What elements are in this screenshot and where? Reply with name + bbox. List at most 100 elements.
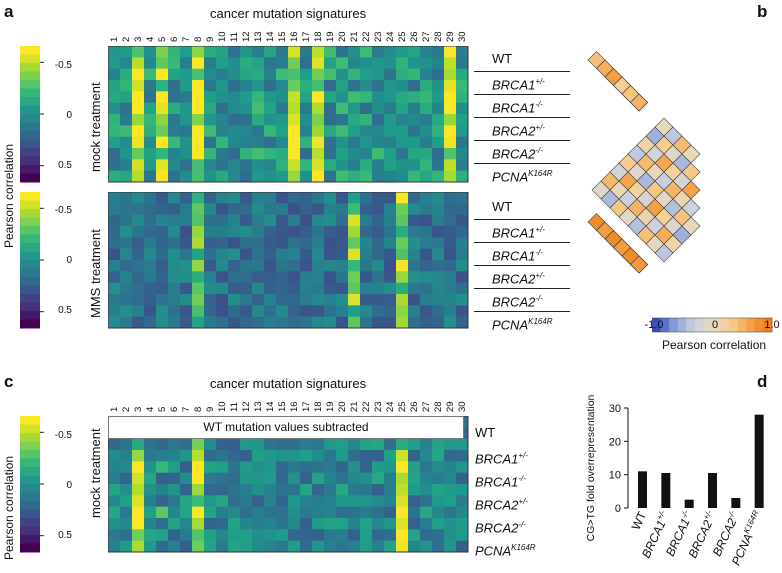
row-separator (474, 163, 570, 164)
heatmap-cell (312, 305, 325, 317)
heatmap-cell (240, 114, 253, 126)
heatmap-cell (276, 282, 289, 295)
heatmap-cell (252, 214, 265, 227)
heatmap-cell (456, 540, 469, 553)
signature-number: 7 (181, 406, 192, 412)
heatmap-cell (324, 192, 337, 204)
heatmap-cell (348, 80, 361, 92)
heatmap-cell (276, 316, 289, 329)
heatmap-cell (204, 450, 217, 462)
heatmap-cell (108, 316, 121, 329)
colorbar-segment (20, 114, 40, 123)
signature-number: 11 (229, 402, 240, 412)
heatmap-cell (144, 450, 157, 462)
heatmap-cell (120, 305, 133, 317)
heatmap-cell (120, 192, 133, 204)
heatmap-cell (264, 114, 277, 126)
heatmap-cell (456, 91, 469, 103)
heatmap-cell (204, 506, 217, 519)
heatmap-cell (132, 136, 145, 149)
heatmap-cell (444, 226, 457, 238)
heatmap-cell (456, 68, 469, 81)
heatmap-cell (180, 294, 193, 306)
heatmap-cell (444, 271, 457, 283)
colorbar-segment (20, 165, 40, 174)
heatmap-cell (360, 472, 373, 485)
heatmap-cell (108, 214, 121, 227)
x-tick-label: WT (629, 509, 650, 532)
heatmap-cell (396, 529, 409, 541)
heatmap-cell (228, 472, 241, 485)
heatmap-cell (192, 438, 205, 451)
heatmap-cell (372, 484, 385, 496)
heatmap-cell (396, 495, 409, 507)
y-tick-label: 30 (609, 403, 621, 415)
heatmap-cell (240, 438, 253, 451)
heatmap-cell (216, 91, 229, 103)
heatmap-cell (156, 282, 169, 295)
heatmap-cell (324, 506, 337, 519)
heatmap-cell (348, 540, 361, 553)
colorbar-segment (20, 226, 40, 235)
row-label: BRCA1+/- (492, 77, 545, 93)
heatmap-cell (336, 214, 349, 227)
signature-number: 19 (325, 31, 336, 42)
heatmap-cell (180, 484, 193, 496)
heatmap-cell (204, 305, 217, 317)
panel-c-letter: c (4, 372, 14, 391)
heatmap-cell (216, 271, 229, 283)
heatmap-cell (384, 102, 397, 115)
heatmap-cell (432, 192, 445, 204)
heatmap-cell (120, 203, 133, 215)
heatmap-cell (216, 305, 229, 317)
heatmap-cell (348, 91, 361, 103)
heatmap-cell (396, 170, 409, 183)
heatmap-cell (204, 248, 217, 261)
heatmap-cell (336, 68, 349, 81)
heatmap-cell (444, 260, 457, 272)
heatmap-cell (192, 159, 205, 171)
heatmap-cell (132, 294, 145, 306)
heatmap-cell (144, 271, 157, 283)
heatmap-cell (144, 102, 157, 115)
heatmap-cell (360, 226, 373, 238)
heatmap-cell (252, 529, 265, 541)
heatmap-cell (300, 125, 313, 137)
signature-number: 16 (289, 401, 300, 412)
heatmap-cell (396, 294, 409, 306)
heatmap-cell (336, 271, 349, 283)
heatmap-cell (336, 305, 349, 317)
heatmap-cell (252, 305, 265, 317)
heatmap-cell (192, 271, 205, 283)
heatmap-cell (384, 260, 397, 272)
heatmap-cell (432, 506, 445, 519)
heatmap-cell (396, 159, 409, 171)
heatmap-cell (216, 248, 229, 261)
heatmap-cell (240, 203, 253, 215)
heatmap-cell (372, 203, 385, 215)
heatmap-cell (360, 68, 373, 81)
heatmap-cell (372, 506, 385, 519)
heatmap-cell (348, 57, 361, 69)
heatmap-cell (408, 114, 421, 126)
heatmap-cell (108, 271, 121, 283)
heatmap-cell (336, 237, 349, 249)
heatmap-cell (420, 518, 433, 530)
heatmap-cell (156, 214, 169, 227)
heatmap-cell (360, 237, 373, 249)
heatmap-cell (240, 506, 253, 519)
heatmap-cell (144, 159, 157, 171)
correlation-cell (630, 93, 648, 112)
heatmap-cell (228, 125, 241, 137)
heatmap-cell (204, 136, 217, 149)
heatmap-cell (252, 203, 265, 215)
heatmap-cell (384, 192, 397, 204)
heatmap-cell (216, 57, 229, 69)
heatmap-cell (192, 125, 205, 137)
heatmap-cell (336, 260, 349, 272)
heatmap-cell (420, 495, 433, 507)
heatmap-cell (420, 57, 433, 69)
heatmap-cell (252, 226, 265, 238)
heatmap-cell (312, 170, 325, 183)
heatmap-cell (216, 540, 229, 553)
